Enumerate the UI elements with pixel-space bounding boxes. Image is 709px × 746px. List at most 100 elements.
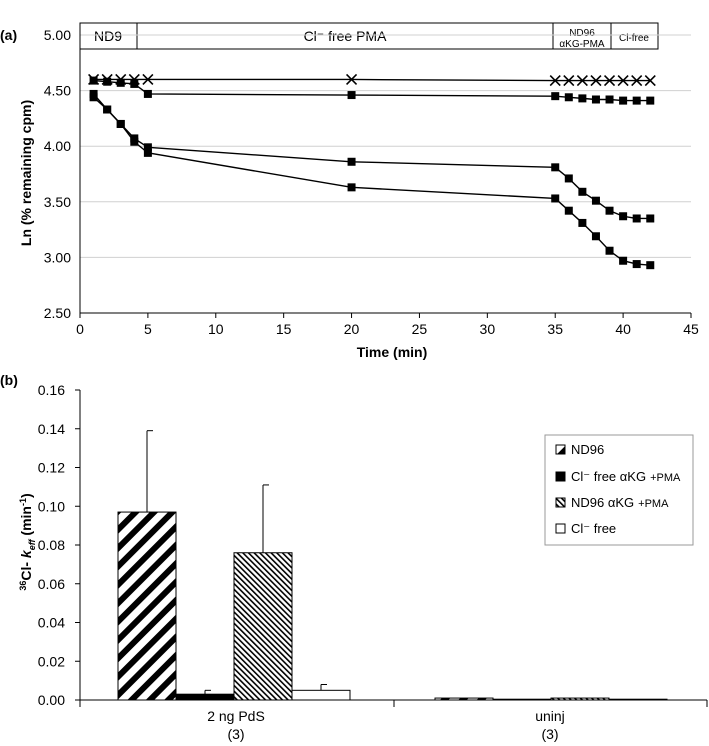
data-point-x-marker: [617, 75, 629, 87]
series-line: [93, 93, 651, 220]
data-point-square-marker: [646, 214, 655, 223]
legend-entry-name: Cl⁻ free: [571, 521, 616, 536]
phase-label: Cl⁻ free PMA: [304, 28, 388, 44]
data-point-square-marker: [632, 96, 641, 105]
y-tick-label: 0.10: [38, 498, 65, 514]
data-point-square-marker: [591, 95, 600, 104]
data-point-square-marker: [578, 187, 587, 196]
data-point-square-marker: [551, 194, 560, 203]
panel-b-label: (b): [0, 372, 18, 388]
legend-entry: ND96: [571, 442, 604, 457]
y-tick-label: 0.00: [38, 692, 65, 708]
data-point-square-marker: [551, 92, 560, 101]
y-axis-title-exp: -1: [18, 498, 28, 506]
data-point-square-marker: [619, 96, 628, 105]
x-tick-label: 40: [615, 321, 631, 337]
x-tick-label: 15: [276, 321, 292, 337]
y-axis-title-isotope: 36: [18, 581, 28, 591]
x-tick-label: 20: [344, 321, 360, 337]
data-point-square-marker: [632, 214, 641, 223]
y-axis-title-close: ): [18, 493, 34, 498]
data-point-square-marker: [89, 76, 98, 85]
legend-frame: [544, 434, 694, 546]
data-point-square-marker: [103, 77, 112, 86]
y-tick-label: 3.50: [44, 194, 71, 210]
y-gridlines: [80, 34, 691, 258]
x-axis-title: Time (min): [357, 344, 428, 360]
bar: [550, 697, 610, 701]
data-point-square-marker: [646, 261, 655, 270]
y-axis-title-sub: eff: [27, 538, 37, 550]
phase-label-line2: αKG-PMA: [559, 39, 605, 50]
bar: [117, 511, 177, 701]
panel-a-label: (a): [0, 27, 17, 43]
phase-label: ND9: [94, 28, 122, 44]
bar: [291, 689, 351, 701]
bar: [492, 698, 552, 701]
x-tick-label: 0: [76, 321, 84, 337]
bar: [233, 552, 293, 701]
y-tick-label: 0.14: [38, 421, 65, 437]
y-tick-label: 2.50: [44, 305, 71, 321]
legend-entry-name: Cl⁻ free αKG: [571, 469, 646, 484]
y-tick-labels: 2.50 3.00 3.50 4.00 4.50 5.00: [44, 27, 71, 321]
category-labels: 2 ng PdS (3) uninj (3): [207, 708, 565, 742]
y-tick-label: 4.50: [44, 83, 71, 99]
data-point-x-marker: [644, 75, 656, 87]
category-count-label: (3): [541, 726, 558, 742]
data-point-square-marker: [551, 163, 560, 172]
data-point-x-marker: [576, 75, 588, 87]
y-tick-label: 0.04: [38, 615, 65, 631]
y-axis-title-k: k: [18, 549, 34, 558]
bars: [117, 430, 668, 701]
legend-entry-suffix: +PMA: [650, 472, 681, 484]
category-label: 2 ng PdS: [207, 708, 265, 724]
data-point-square-marker: [143, 143, 152, 152]
phase-label: Cl-free: [619, 33, 649, 44]
x-tick-label: 30: [480, 321, 496, 337]
y-tick-label: 0.06: [38, 576, 65, 592]
data-point-square-marker: [347, 183, 356, 192]
data-point-x-marker: [142, 73, 154, 86]
y-axis-title-unit: (min: [18, 506, 34, 539]
y-tick-labels: 0.00 0.02 0.04 0.06 0.08 0.10 0.12 0.14 0.16: [38, 382, 65, 708]
data-point-square-marker: [564, 206, 573, 215]
data-point-x-marker: [631, 75, 643, 87]
panel-b-bar-chart: (b) 0.00 0.02 0.04 0.06 0.08 0.10 0.12 0.14 0.16…: [0, 372, 708, 742]
data-point-square-marker: [591, 196, 600, 205]
legend-swatch: [555, 471, 566, 482]
data-point-square-marker: [89, 93, 98, 102]
data-point-x-marker: [345, 73, 358, 86]
data-point-x-marker: [549, 75, 561, 87]
data-point-square-marker: [619, 212, 628, 221]
y-axis-title: Ln (% remaining cpm): [18, 100, 34, 246]
legend: ND96 Cl⁻ free αKG +PMA ND96 αKG +PMA Cl⁻ free: [544, 434, 694, 546]
data-point-square-marker: [605, 95, 614, 104]
data-point-square-marker: [130, 137, 139, 146]
x-tick-label: 25: [412, 321, 428, 337]
y-tick-label: 0.02: [38, 653, 65, 669]
y-axis-title: 36Cl- keff (min-1): [18, 493, 37, 590]
y-tick-label: 4.00: [44, 138, 71, 154]
y-tick-label: 0.12: [38, 460, 65, 476]
legend-entry: ND96 αKG +PMA: [571, 495, 669, 510]
data-point-square-marker: [143, 148, 152, 157]
data-point-square-marker: [605, 246, 614, 255]
legend-swatch: [555, 444, 566, 455]
data-point-square-marker: [564, 93, 573, 102]
legend-entry-name: ND96: [571, 442, 604, 457]
data-point-square-marker: [578, 94, 587, 103]
data-point-square-marker: [619, 256, 628, 265]
data-point-square-marker: [646, 96, 655, 105]
legend-entry-name: ND96 αKG: [571, 495, 634, 510]
x-tick-label: 45: [683, 321, 699, 337]
data-point-square-marker: [116, 119, 125, 128]
data-point-x-marker: [563, 75, 575, 87]
data-point-square-marker: [130, 79, 139, 88]
data-point-square-marker: [347, 157, 356, 166]
data-point-square-marker: [591, 232, 600, 241]
x-tick-label: 35: [547, 321, 563, 337]
data-point-square-marker: [605, 206, 614, 215]
